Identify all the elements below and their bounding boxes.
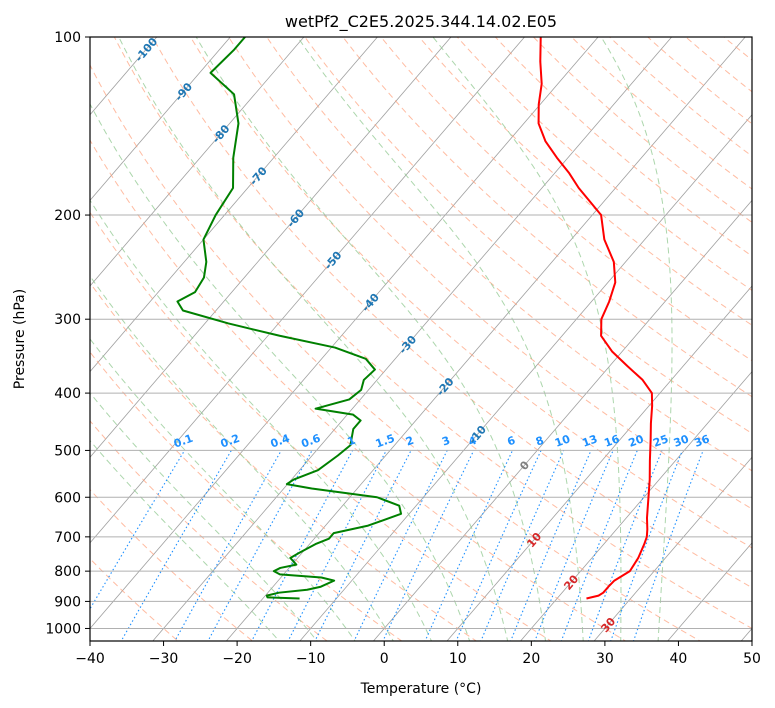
isotherm-line — [90, 37, 526, 544]
mixing-ratio-label: 16 — [602, 432, 621, 450]
chart-title: wetPf2_C2E5.2025.344.14.02.E05 — [285, 12, 557, 32]
x-tick-label: 20 — [522, 651, 540, 667]
mixing-ratio-line — [120, 450, 232, 641]
x-tick-label: −30 — [149, 651, 179, 667]
mixing-ratio-line — [560, 450, 638, 641]
dry-adiabat — [418, 37, 752, 326]
moist-adiabat — [90, 275, 394, 641]
mixing-ratio-line — [174, 450, 282, 641]
x-tick-label: −40 — [75, 651, 105, 667]
dry-adiabat — [90, 281, 478, 641]
y-tick-label: 300 — [54, 312, 81, 328]
dry-adiabat — [90, 139, 627, 641]
dry-adiabat — [90, 211, 552, 641]
mixing-ratio-line — [353, 450, 448, 641]
isotherm-line — [446, 285, 752, 641]
mixing-ratio-label: 3 — [440, 434, 452, 449]
isotherm-line — [90, 37, 599, 630]
isotherm-line — [593, 456, 752, 641]
temperature-profile — [537, 37, 654, 600]
y-tick-label: 100 — [54, 30, 81, 46]
y-axis-title: Pressure (hPa) — [12, 289, 28, 389]
isotherm-line — [90, 37, 378, 373]
dry-adiabat — [304, 37, 752, 434]
y-tick-label: 900 — [54, 594, 81, 610]
y-tick-label: 700 — [54, 530, 81, 546]
mixing-ratio-line — [610, 450, 683, 641]
dry-adiabat — [113, 37, 752, 630]
x-tick-label: 40 — [670, 651, 688, 667]
mixing-ratio-line — [207, 450, 313, 641]
mixing-ratio-label: 20 — [627, 432, 646, 450]
moist-adiabat — [195, 37, 547, 641]
dry-adiabat — [151, 37, 752, 589]
profile-series — [176, 37, 654, 600]
isotherm-line — [90, 37, 231, 201]
y-tick-label: 400 — [54, 386, 81, 402]
x-tick-label: 0 — [380, 651, 389, 667]
isotherm-line — [152, 37, 673, 641]
mixing-ratio-label: 13 — [580, 432, 599, 449]
dewpoint-profile — [176, 37, 403, 600]
mixing-ratio-line — [90, 450, 186, 610]
mixing-ratio-label: 0.1 — [172, 432, 195, 451]
mixing-ratio-line — [314, 450, 412, 641]
y-tick-label: 500 — [54, 443, 81, 459]
dry-adiabat — [228, 37, 752, 510]
y-tick-label: 1000 — [45, 621, 81, 637]
dry-adiabat — [189, 37, 752, 549]
isotherm-line — [372, 199, 752, 641]
mixing-ratio-line — [510, 450, 592, 641]
y-tick-label: 200 — [54, 208, 81, 224]
isotherm-line — [90, 37, 305, 287]
isotherm-line — [667, 542, 752, 641]
isotherm-line — [90, 37, 452, 458]
isotherm-line — [520, 370, 752, 641]
y-tick-label: 800 — [54, 564, 81, 580]
mixing-ratio-label: 2 — [404, 434, 416, 449]
mixing-ratio-label: 0.2 — [219, 432, 242, 451]
mixing-ratio-line — [587, 450, 663, 641]
mixing-ratio-line — [382, 450, 475, 641]
mixing-ratio-label: 36 — [693, 432, 712, 450]
mixing-ratio-label: 1.5 — [374, 432, 397, 451]
mixing-ratio-line — [424, 450, 514, 641]
mixing-ratio-label: 8 — [534, 434, 546, 449]
dry-adiabat — [380, 37, 752, 362]
mixing-ratio-label: 30 — [672, 432, 691, 450]
x-tick-label: 30 — [596, 651, 614, 667]
mixing-ratio-line — [455, 450, 542, 641]
pressure-grid — [90, 37, 752, 629]
background-lines — [90, 37, 752, 641]
dry-adiabat — [90, 488, 254, 641]
mixing-ratio-label: 6 — [506, 434, 518, 449]
mixing-ratio-label: 1 — [346, 434, 358, 449]
y-tick-label: 600 — [54, 490, 81, 506]
moist-adiabat — [297, 37, 584, 641]
x-axis: −40 −30 −20 −10 0 10 20 30 40 50 — [75, 641, 761, 667]
mixing-ratio-label: 4 — [467, 434, 479, 449]
x-axis-title: Temperature (°C) — [360, 681, 482, 697]
mixing-ratio-label: 0.6 — [299, 432, 322, 451]
dry-adiabat — [90, 64, 702, 641]
mixing-ratio-label: 10 — [553, 432, 572, 450]
isotherm-line — [299, 114, 752, 641]
dry-adiabat — [342, 37, 752, 398]
x-tick-label: 10 — [449, 651, 467, 667]
mixing-ratio-line — [534, 450, 614, 641]
dry-adiabat — [456, 37, 752, 291]
x-tick-label: −20 — [222, 651, 252, 667]
x-tick-label: −10 — [296, 651, 326, 667]
y-axis: 100 200 300 400 500 600 700 800 900 1000 — [45, 30, 90, 637]
plot-area: 0.1 0.2 0.4 0.6 1 1.5 2 3 4 6 8 10 13 16 20 25 30 36-100-… — [90, 37, 752, 641]
mixing-ratio-line — [480, 450, 565, 641]
mixing-ratio-label: 25 — [651, 432, 670, 449]
x-tick-label: 50 — [743, 651, 761, 667]
isotherm-line — [225, 37, 746, 641]
plot-frame — [89, 36, 753, 642]
mixing-ratio-label: 0.4 — [269, 432, 292, 451]
